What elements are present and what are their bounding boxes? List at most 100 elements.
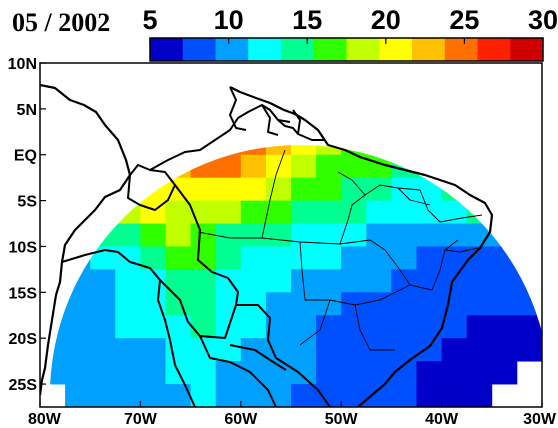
field-cell <box>191 63 217 86</box>
field-cell <box>115 361 141 385</box>
field-cell <box>466 246 493 270</box>
field-cell <box>442 109 468 132</box>
bolivia-paraguay-border <box>159 279 277 407</box>
field-cell <box>366 315 392 339</box>
field-cell <box>190 177 217 201</box>
field-cell <box>391 200 417 224</box>
colorbar-border <box>149 37 544 62</box>
lat-label: 25S <box>9 377 38 394</box>
field-cell <box>416 338 442 362</box>
field-cell <box>491 292 518 316</box>
lon-label: 80W <box>28 411 62 428</box>
field-cell <box>416 223 442 247</box>
field-cell <box>215 384 242 407</box>
lat-label: 5N <box>17 102 37 119</box>
field-cell <box>50 338 66 362</box>
field-cell <box>441 154 468 179</box>
field-cell <box>291 200 317 224</box>
field-cell <box>215 269 242 293</box>
field-cell <box>466 292 493 316</box>
field-cell <box>240 145 267 156</box>
field-cell <box>90 361 116 385</box>
field-cell <box>466 145 493 156</box>
field-cell <box>65 177 91 201</box>
field-cell <box>265 145 292 156</box>
field-cell <box>140 315 166 339</box>
field-cell <box>391 384 417 407</box>
field-cell <box>90 292 116 316</box>
field-cell <box>50 200 66 224</box>
field-cell <box>316 177 342 201</box>
field-cell <box>140 384 166 407</box>
field-cell <box>65 145 91 156</box>
field-cell <box>416 145 442 156</box>
field-cell <box>291 315 317 339</box>
field-cell <box>441 145 468 156</box>
field-cell <box>166 109 192 132</box>
lat-label: 15S <box>9 285 38 302</box>
field-cell <box>140 246 166 270</box>
field-cell <box>50 154 66 179</box>
field-cell <box>265 269 292 293</box>
field-cell <box>391 177 417 201</box>
guianas-border <box>229 86 301 136</box>
field-cell <box>291 154 317 179</box>
field-cell <box>165 246 191 270</box>
field-cell <box>115 109 141 132</box>
field-cell <box>115 338 141 362</box>
field-cell <box>90 269 116 293</box>
field-cell <box>366 145 392 156</box>
field-cell <box>215 223 242 247</box>
field-cell <box>90 86 116 109</box>
colorbar-tick-label: 5 <box>142 5 157 35</box>
field-cell <box>265 292 292 316</box>
field-cell <box>191 86 217 109</box>
field-cell <box>316 109 342 132</box>
field-cell <box>291 86 317 109</box>
axis-ticks <box>39 62 543 407</box>
field-cell <box>265 223 292 247</box>
colorbar-swatch <box>313 38 347 61</box>
field-cell <box>516 269 542 293</box>
field-cell <box>165 292 191 316</box>
field-cell <box>391 361 417 385</box>
lon-label: 40W <box>425 411 459 428</box>
field-cell <box>291 338 317 362</box>
field-cell <box>90 145 116 156</box>
field-cell <box>216 86 242 109</box>
colorbar-tick-label: 25 <box>449 5 479 35</box>
field-cell <box>291 292 317 316</box>
field-cell <box>466 384 493 407</box>
latitude-labels: 10N 5N EQ 5S 10S 15S 20S 25S <box>8 56 38 394</box>
field-cell <box>265 200 292 224</box>
field-cell <box>240 177 267 201</box>
field-cell <box>291 269 317 293</box>
field-cell <box>165 315 191 339</box>
field-cell <box>516 292 542 316</box>
colorbar-swatch <box>477 38 511 61</box>
field-cell <box>466 177 493 201</box>
field-cell <box>265 246 292 270</box>
field-cell <box>190 200 217 224</box>
lon-label: 60W <box>224 411 258 428</box>
field-cell <box>441 200 468 224</box>
field-cell <box>215 200 242 224</box>
colorbar-swatch <box>510 38 544 61</box>
field-cell <box>391 292 417 316</box>
field-cell <box>266 63 292 86</box>
field-cell <box>441 292 468 316</box>
field-cell <box>491 361 518 385</box>
field-cell <box>115 269 141 293</box>
field-cell <box>366 223 392 247</box>
field-cell <box>115 246 141 270</box>
field-cell <box>140 177 166 201</box>
field-cell <box>416 315 442 339</box>
field-cell <box>190 384 217 407</box>
field-cell <box>391 109 417 132</box>
data-field <box>50 63 542 407</box>
field-cell <box>140 292 166 316</box>
colorbar-swatch <box>281 38 315 61</box>
field-cell <box>316 246 342 270</box>
field-cell <box>341 338 367 362</box>
